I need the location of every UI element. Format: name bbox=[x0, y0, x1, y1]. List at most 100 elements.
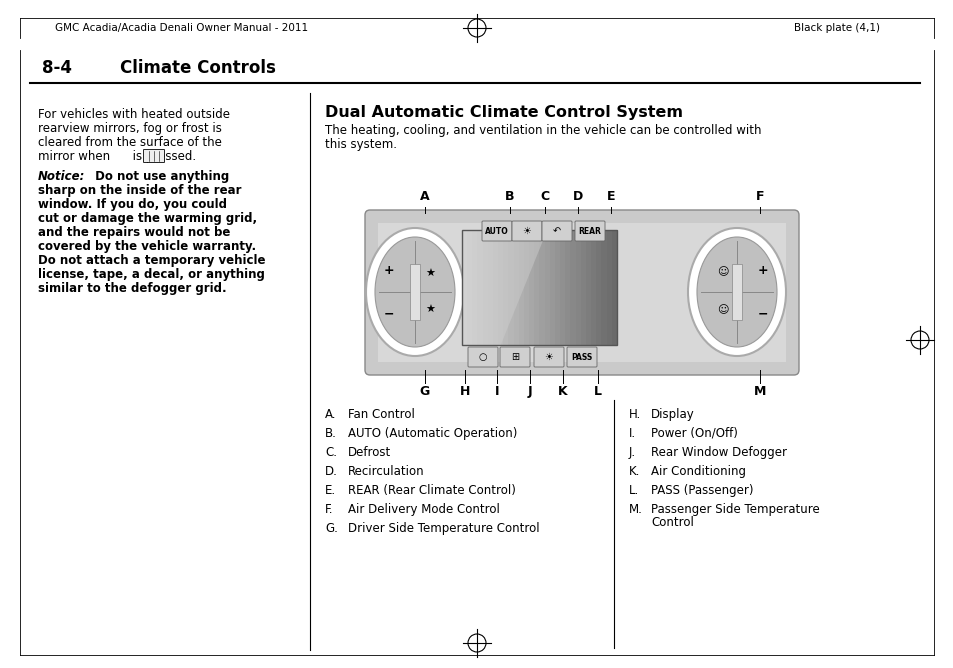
Text: Control: Control bbox=[650, 516, 693, 529]
Bar bbox=[482, 230, 488, 345]
FancyBboxPatch shape bbox=[499, 347, 530, 367]
Ellipse shape bbox=[375, 237, 455, 347]
Text: sharp on the inside of the rear: sharp on the inside of the rear bbox=[38, 184, 241, 197]
Text: cut or damage the warming grid,: cut or damage the warming grid, bbox=[38, 212, 257, 225]
Text: B.: B. bbox=[325, 427, 336, 440]
Bar bbox=[513, 230, 519, 345]
Text: J: J bbox=[527, 385, 532, 398]
Text: Do not attach a temporary vehicle: Do not attach a temporary vehicle bbox=[38, 254, 265, 267]
Bar bbox=[575, 230, 581, 345]
Text: K: K bbox=[558, 385, 567, 398]
Text: ☀: ☀ bbox=[522, 226, 531, 236]
Ellipse shape bbox=[697, 237, 776, 347]
Text: A.: A. bbox=[325, 408, 336, 421]
Text: AUTO (Automatic Operation): AUTO (Automatic Operation) bbox=[348, 427, 517, 440]
Text: ☀: ☀ bbox=[544, 352, 553, 362]
Bar bbox=[596, 230, 602, 345]
FancyBboxPatch shape bbox=[575, 221, 604, 241]
Text: D: D bbox=[572, 190, 582, 203]
Text: ☺: ☺ bbox=[717, 305, 728, 315]
Bar bbox=[497, 230, 504, 345]
Text: 8-4: 8-4 bbox=[42, 59, 71, 77]
Bar bbox=[611, 230, 618, 345]
Bar bbox=[461, 230, 617, 345]
Text: ★: ★ bbox=[424, 305, 435, 315]
Bar bbox=[585, 230, 592, 345]
Bar bbox=[580, 230, 586, 345]
Text: +: + bbox=[757, 263, 767, 277]
Bar bbox=[534, 230, 540, 345]
Bar bbox=[377, 223, 785, 362]
Text: −: − bbox=[757, 307, 767, 321]
Text: Climate Controls: Climate Controls bbox=[120, 59, 275, 77]
Text: C.: C. bbox=[325, 446, 336, 459]
Bar bbox=[410, 264, 419, 320]
Bar bbox=[544, 230, 550, 345]
Bar bbox=[523, 230, 530, 345]
Text: H.: H. bbox=[628, 408, 640, 421]
Bar bbox=[467, 230, 473, 345]
Bar bbox=[601, 230, 607, 345]
Text: cleared from the surface of the: cleared from the surface of the bbox=[38, 136, 222, 149]
Text: Rear Window Defogger: Rear Window Defogger bbox=[650, 446, 786, 459]
Bar bbox=[508, 230, 514, 345]
Text: GMC Acadia/Acadia Denali Owner Manual - 2011: GMC Acadia/Acadia Denali Owner Manual - … bbox=[55, 23, 308, 33]
Text: L: L bbox=[594, 385, 601, 398]
Text: mirror when      is pressed.: mirror when is pressed. bbox=[38, 150, 196, 163]
Text: REAR (Rear Climate Control): REAR (Rear Climate Control) bbox=[348, 484, 516, 497]
Text: Passenger Side Temperature: Passenger Side Temperature bbox=[650, 503, 819, 516]
Text: Recirculation: Recirculation bbox=[348, 465, 424, 478]
Text: Air Conditioning: Air Conditioning bbox=[650, 465, 745, 478]
Text: E.: E. bbox=[325, 484, 335, 497]
Text: A: A bbox=[419, 190, 430, 203]
Text: M: M bbox=[753, 385, 765, 398]
Text: Driver Side Temperature Control: Driver Side Temperature Control bbox=[348, 522, 539, 535]
Bar bbox=[461, 230, 468, 345]
Text: D.: D. bbox=[325, 465, 337, 478]
Text: ☺: ☺ bbox=[717, 267, 728, 277]
Text: Power (On/Off): Power (On/Off) bbox=[650, 427, 737, 440]
FancyBboxPatch shape bbox=[566, 347, 597, 367]
Text: +: + bbox=[383, 263, 394, 277]
Text: Dual Automatic Climate Control System: Dual Automatic Climate Control System bbox=[325, 105, 682, 120]
Text: covered by the vehicle warranty.: covered by the vehicle warranty. bbox=[38, 240, 255, 253]
Text: Air Delivery Mode Control: Air Delivery Mode Control bbox=[348, 503, 499, 516]
Bar bbox=[529, 230, 535, 345]
Text: F: F bbox=[755, 190, 763, 203]
Bar bbox=[559, 230, 566, 345]
Text: B: B bbox=[505, 190, 515, 203]
Bar bbox=[493, 230, 498, 345]
Text: I: I bbox=[495, 385, 498, 398]
Bar bbox=[570, 230, 576, 345]
Text: M.: M. bbox=[628, 503, 642, 516]
Text: For vehicles with heated outside: For vehicles with heated outside bbox=[38, 108, 230, 121]
Text: Defrost: Defrost bbox=[348, 446, 391, 459]
Text: PASS (Passenger): PASS (Passenger) bbox=[650, 484, 753, 497]
Bar bbox=[591, 230, 597, 345]
Text: C: C bbox=[539, 190, 549, 203]
Text: Display: Display bbox=[650, 408, 694, 421]
Ellipse shape bbox=[366, 228, 463, 356]
Text: The heating, cooling, and ventilation in the vehicle can be controlled with: The heating, cooling, and ventilation in… bbox=[325, 124, 760, 137]
Ellipse shape bbox=[687, 228, 785, 356]
Text: ○: ○ bbox=[478, 352, 487, 362]
Text: Do not use anything: Do not use anything bbox=[91, 170, 229, 183]
Text: license, tape, a decal, or anything: license, tape, a decal, or anything bbox=[38, 268, 265, 281]
Text: L.: L. bbox=[628, 484, 639, 497]
Text: ↶: ↶ bbox=[553, 226, 560, 236]
Text: window. If you do, you could: window. If you do, you could bbox=[38, 198, 227, 211]
Bar bbox=[477, 230, 483, 345]
Text: Black plate (4,1): Black plate (4,1) bbox=[793, 23, 879, 33]
Text: AUTO: AUTO bbox=[485, 226, 508, 236]
Text: Notice:: Notice: bbox=[38, 170, 85, 183]
Text: J.: J. bbox=[628, 446, 636, 459]
Bar bbox=[503, 230, 509, 345]
Text: G.: G. bbox=[325, 522, 337, 535]
Bar bbox=[549, 230, 556, 345]
Text: Fan Control: Fan Control bbox=[348, 408, 415, 421]
FancyBboxPatch shape bbox=[534, 347, 563, 367]
FancyBboxPatch shape bbox=[481, 221, 512, 241]
Text: ⊞: ⊞ bbox=[511, 352, 518, 362]
Text: and the repairs would not be: and the repairs would not be bbox=[38, 226, 230, 239]
FancyBboxPatch shape bbox=[541, 221, 572, 241]
